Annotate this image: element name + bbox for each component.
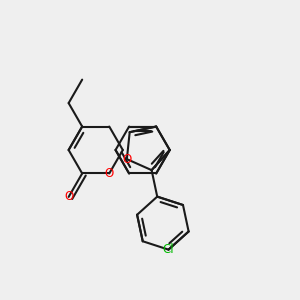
Text: O: O xyxy=(105,167,114,180)
Text: O: O xyxy=(122,153,131,166)
Text: Cl: Cl xyxy=(163,243,174,256)
Text: O: O xyxy=(64,190,73,203)
